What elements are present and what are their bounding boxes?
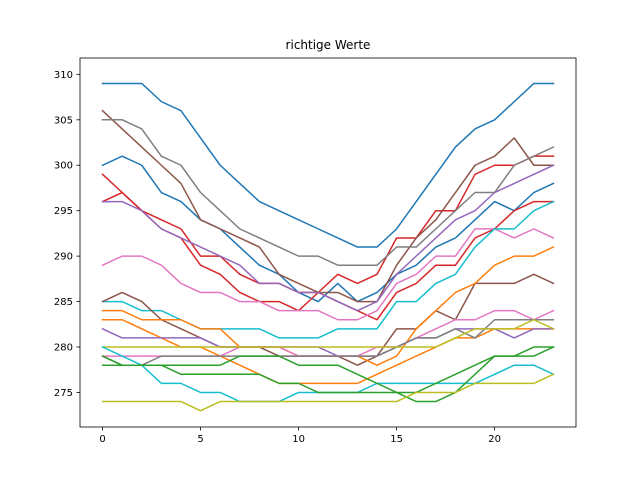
series-line-7	[101, 164, 555, 312]
series-line-16	[101, 319, 555, 348]
x-tick-label: 10	[292, 434, 305, 445]
y-tick-label: 280	[54, 343, 73, 354]
y-tick-label: 285	[54, 297, 73, 308]
series-layer	[101, 82, 555, 412]
x-tick-label: 20	[488, 434, 501, 445]
x-tick-label: 5	[197, 434, 203, 445]
x-tick-label: 15	[390, 434, 403, 445]
series-line-6	[101, 119, 555, 266]
y-tick-label: 275	[54, 388, 73, 399]
series-line-1	[101, 82, 555, 248]
series-line-9	[101, 200, 555, 339]
y-tick-label: 295	[54, 206, 73, 217]
series-line-19	[101, 346, 555, 394]
series-line-12	[101, 319, 555, 385]
series-line-18	[101, 346, 555, 403]
y-tick-label: 310	[54, 70, 73, 81]
series-line-15	[101, 319, 555, 366]
series-line-8	[101, 228, 555, 321]
axes-layer: 0 5 10 15 20 275 280 285 290 295 300 305 310	[54, 57, 577, 445]
series-line-5	[101, 109, 555, 303]
y-tick-label: 305	[54, 115, 73, 126]
x-tick-label: 0	[99, 434, 105, 445]
chart-title: richtige Werte	[286, 38, 371, 52]
plot-frame	[79, 57, 577, 428]
y-tick-label: 290	[54, 252, 73, 263]
series-line-20	[101, 373, 555, 412]
y-tick-label: 300	[54, 161, 73, 172]
